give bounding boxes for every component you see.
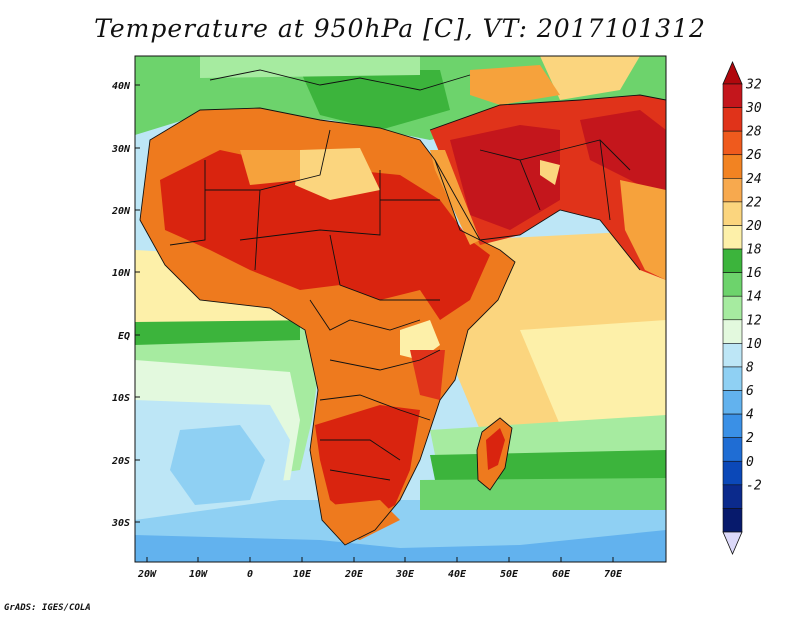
lat-label-40n: 40N [112,81,131,92]
colorbar-swatch [722,319,743,344]
colorbar-label: 20 [746,219,762,234]
latitude-axis: 40N 30N 20N 10N EQ 10S 20S 30S [111,81,140,529]
colorbar-label: 30 [745,101,762,116]
colorbar-swatch [722,201,743,226]
lat-label-10s: 10S [112,393,130,404]
colorbar-label: 22 [746,195,762,210]
colorbar-swatch [722,272,743,297]
lon-label-20e: 20E [344,569,364,580]
colorbar-label: 4 [746,408,754,423]
colorbar-swatch [722,225,743,250]
lat-label-20n: 20N [111,206,131,217]
lon-label-40e: 40E [448,569,467,580]
map-title: Temperature at 950hPa [C], VT: 201710131… [94,14,706,43]
colorbar-swatch [722,130,743,156]
colorbar-swatch [722,413,743,438]
lon-label-10e: 10E [293,569,312,580]
temperature-field [135,56,666,562]
colorbar-swatch [722,437,743,462]
longitude-axis: 20W 10W 0 10E 20E 30E 40E 50E 60E 70E [137,557,623,580]
colorbar-swatch [722,154,743,179]
africa-coastline [139,107,516,546]
lon-label-20w: 20W [137,569,157,580]
colorbar-label: 26 [746,148,762,163]
colorbar-swatch [722,248,743,273]
colorbar-overflow-bottom [722,531,743,556]
lon-label-50e: 50E [500,569,519,580]
colorbar-label: 6 [746,384,754,399]
madagascar-coastline [476,417,513,491]
colorbar-swatch [722,107,743,132]
colorbar-label: 16 [746,266,762,281]
colorbar-label: 24 [746,172,762,187]
colorbar-swatch [722,295,743,321]
lat-label-30n: 30N [111,144,131,155]
lon-label-30e: 30E [395,569,415,580]
lat-label-20s: 20S [111,456,130,467]
grads-credit: GrADS: IGES/COLA [4,603,91,613]
colorbar-swatch [722,390,743,415]
arabia-coastline [434,159,641,271]
map-frame [134,55,667,563]
sahel-heat-core [160,150,490,320]
colorbar-swatch [722,508,743,533]
colorbar-swatch [722,343,743,368]
lon-label-10w: 10W [189,569,208,580]
colorbar-label: 12 [746,313,762,328]
southern-africa-heat-core [315,405,420,525]
colorbar-label: 18 [746,243,762,258]
colorbar-overflow-top [722,60,743,85]
colorbar-label: 14 [746,290,762,305]
colorbar-label: 8 [746,360,754,375]
lon-label-70e: 70E [604,569,623,580]
colorbar-label: 10 [746,337,762,352]
colorbar-swatch [722,484,743,509]
lon-label-0: 0 [247,569,253,580]
colorbar-label: 2 [746,431,754,446]
colorbar-label: 0 [746,455,754,470]
colorbar-swatch [722,460,743,486]
colorbar-swatch [722,83,743,108]
country-borders [139,69,666,546]
lat-label-10n: 10N [112,268,131,279]
colorbar-label: 28 [746,125,762,140]
colorbar-label: 32 [745,78,762,93]
colorbar-label: -2 [746,478,762,493]
lat-label-30s: 30S [111,518,130,529]
lat-label-eq: EQ [118,331,130,342]
colorbar-swatch [722,178,743,203]
colorbar-swatch [722,366,743,391]
lon-label-60e: 60E [552,569,571,580]
